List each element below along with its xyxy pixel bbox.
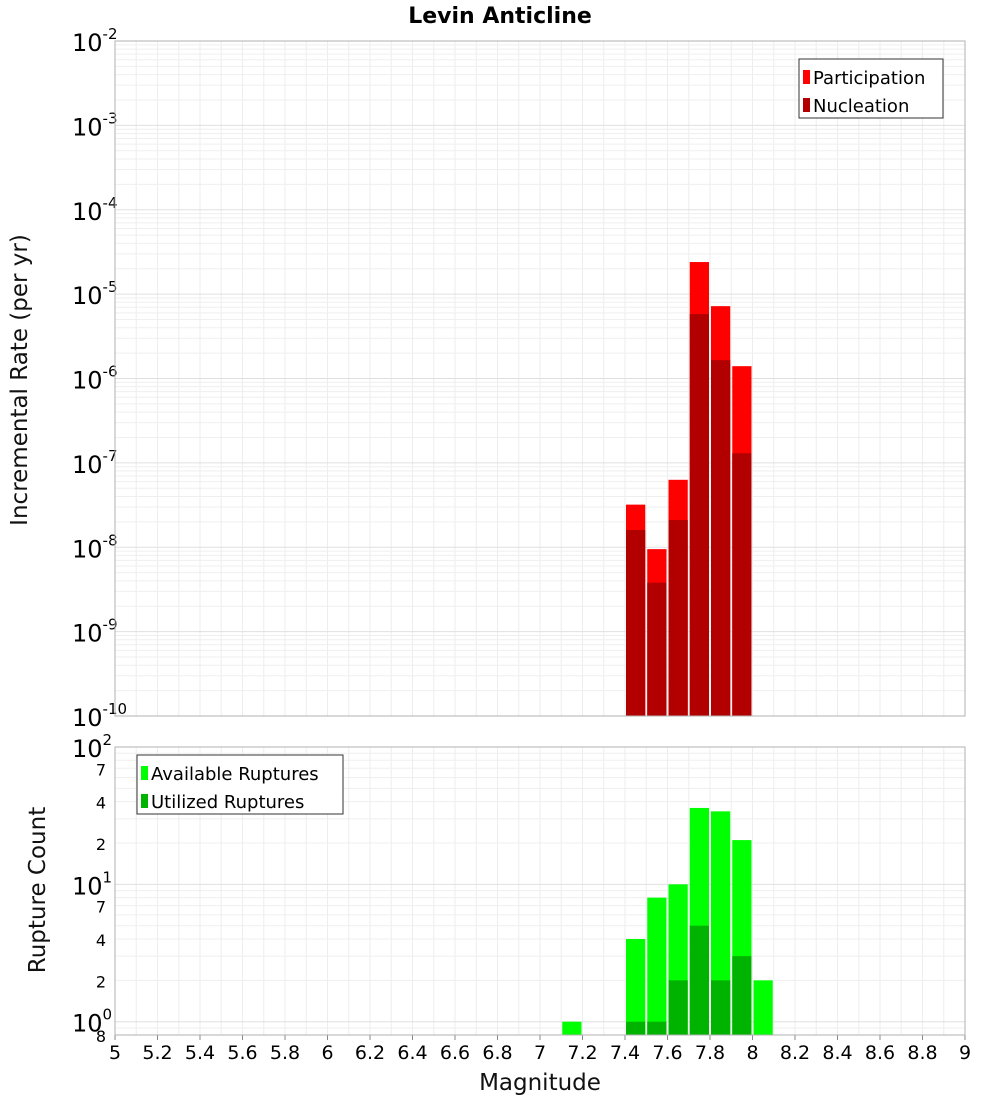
x-tick-label: 9 (959, 1042, 971, 1064)
x-tick-label: 8.4 (822, 1042, 852, 1064)
utilized-ruptures-bar (668, 980, 688, 1035)
bottom-plot-frame (114, 746, 966, 1036)
y-minor-tick-label: 4 (96, 794, 106, 813)
x-axis-label: Magnitude (479, 1070, 601, 1096)
x-ticks: 5 5.2 5.4 5.6 5.8 6 6.2 6.4 6.6 6.8 7 7.2 7.4 7.6 7.8 8… (109, 1035, 971, 1064)
x-tick-label: 6.6 (440, 1042, 470, 1064)
bottom-y-axis-label: Rupture Count (25, 807, 51, 973)
legend-nucleation-swatch (803, 98, 810, 112)
y-minor-tick-label: 8 (96, 1027, 106, 1046)
y-tick-label: 101 (72, 868, 112, 900)
x-tick-label: 7.2 (567, 1042, 597, 1064)
top-bars (626, 262, 752, 716)
bottom-legend: Available Ruptures Utilized Ruptures (136, 754, 344, 815)
top-plot-frame (114, 40, 966, 717)
x-tick-label: 5.8 (270, 1042, 300, 1064)
x-tick-label: 8.8 (907, 1042, 937, 1064)
available-ruptures-bar (711, 811, 731, 1035)
x-tick-label: 8 (746, 1042, 758, 1064)
y-tick-label: 10-8 (72, 531, 118, 563)
y-minor-tick-label: 4 (96, 931, 106, 950)
x-tick-label: 6.4 (397, 1042, 427, 1064)
nucleation-bar (732, 453, 752, 716)
x-tick-label: 5.4 (185, 1042, 215, 1064)
y-tick-label: 10-9 (72, 616, 118, 648)
available-ruptures-bar (562, 1021, 582, 1035)
x-tick-label: 8.2 (780, 1042, 810, 1064)
legend-utilized-ruptures-label: Utilized Ruptures (151, 792, 304, 813)
y-tick-label: 100 (72, 1006, 112, 1038)
nucleation-bar (689, 314, 709, 716)
legend-utilized-ruptures-swatch (141, 794, 148, 808)
x-tick-label: 5.6 (227, 1042, 257, 1064)
utilized-ruptures-bar (689, 925, 709, 1035)
x-tick-label: 5.2 (142, 1042, 172, 1064)
available-ruptures-bar (647, 897, 667, 1035)
y-tick-label: 102 (72, 731, 112, 763)
x-tick-label: 6.2 (355, 1042, 385, 1064)
nucleation-bar (626, 530, 646, 716)
utilized-ruptures-bar (711, 980, 731, 1035)
available-ruptures-bar (626, 939, 646, 1035)
legend-box (798, 58, 944, 119)
legend-participation-label: Participation (813, 68, 925, 89)
y-minor-tick-label: 2 (96, 835, 106, 854)
y-tick-label: 10-5 (72, 278, 118, 310)
nucleation-bar (647, 582, 667, 716)
legend-box (136, 754, 344, 815)
bottom-bars (562, 807, 773, 1035)
y-tick-label: 10-6 (72, 363, 118, 395)
utilized-ruptures-bar (647, 1021, 667, 1035)
legend-available-ruptures-label: Available Ruptures (151, 764, 319, 785)
y-tick-label: 10-3 (72, 109, 118, 141)
x-tick-label: 7 (534, 1042, 546, 1064)
nucleation-bar (711, 360, 731, 716)
y-tick-label: 10-2 (72, 25, 118, 57)
legend-nucleation-label: Nucleation (813, 96, 909, 117)
chart-title: Levin Anticline (408, 4, 592, 29)
x-tick-label: 6.8 (482, 1042, 512, 1064)
nucleation-bar (668, 520, 688, 716)
x-tick-label: 7.4 (610, 1042, 640, 1064)
legend-participation-swatch (803, 70, 810, 84)
legend-available-ruptures-swatch (141, 766, 148, 780)
x-tick-label: 5 (109, 1042, 121, 1064)
bottom-y-ticks: 100 101 102 8 2 4 7 2 4 7 (72, 731, 112, 1046)
available-ruptures-bar (753, 980, 773, 1035)
x-tick-label: 8.6 (865, 1042, 895, 1064)
x-tick-label: 7.8 (695, 1042, 725, 1064)
y-minor-tick-label: 7 (96, 898, 106, 917)
utilized-ruptures-bar (626, 1021, 646, 1035)
y-tick-label: 10-7 (72, 447, 118, 479)
x-tick-label: 7.6 (652, 1042, 682, 1064)
top-grid (114, 40, 966, 717)
utilized-ruptures-bar (732, 956, 752, 1035)
top-legend: Participation Nucleation (798, 58, 944, 119)
y-minor-tick-label: 2 (96, 972, 106, 991)
top-y-axis-label: Incremental Rate (per yr) (7, 234, 33, 526)
y-tick-label: 10-4 (72, 194, 118, 226)
y-minor-tick-label: 7 (96, 760, 106, 779)
x-tick-label: 6 (321, 1042, 333, 1064)
